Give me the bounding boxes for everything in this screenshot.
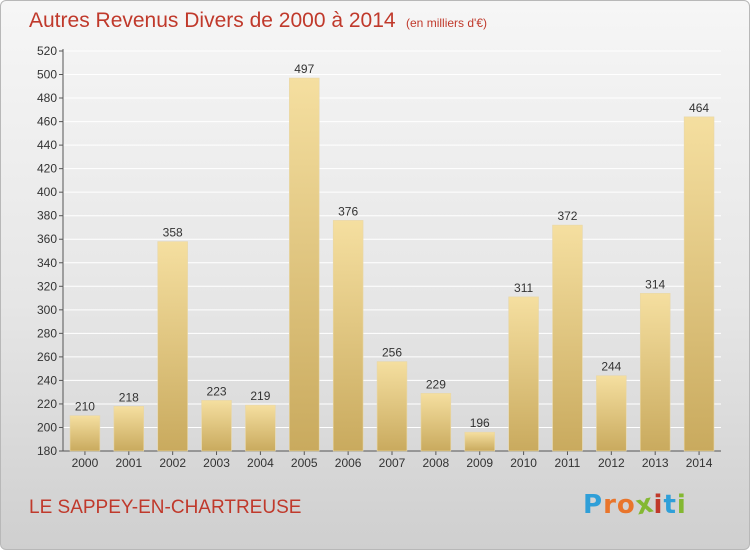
x-tick-label: 2014 [686,456,713,470]
logo-letter: i [653,490,664,520]
x-tick-label: 2010 [510,456,537,470]
y-tick-label: 220 [37,397,57,411]
x-tick-label: 2008 [423,456,450,470]
bar-2008 [420,393,452,452]
data-label: 244 [601,360,621,374]
x-tick-label: 2001 [115,456,142,470]
x-tick-label: 2000 [72,456,99,470]
bar-2011 [552,224,583,452]
logo-letter: r [603,490,617,520]
y-tick-label: 340 [37,256,57,270]
x-tick-label: 2003 [203,456,230,470]
data-label: 376 [338,204,358,218]
y-tick-label: 480 [37,91,57,105]
chart-title: Autres Revenus Divers de 2000 à 2014 (en… [29,9,487,33]
x-tick-label: 2007 [379,456,406,470]
data-label: 223 [207,384,227,398]
y-tick-label: 180 [37,444,57,458]
bar-2003 [201,400,232,452]
y-tick-label: 280 [37,326,57,340]
y-tick-label: 460 [37,115,57,129]
y-tick-label: 400 [37,185,57,199]
bar-2000 [69,415,101,452]
data-label: 311 [514,281,533,295]
data-label: 196 [470,416,490,430]
bar-2014 [683,116,715,452]
bar-2001 [113,405,145,452]
y-tick-label: 240 [37,373,57,387]
y-tick-label: 440 [37,138,57,152]
data-labels: 210 218 358 223 219 497 376 256 229 196 311 372 244 3… [75,62,709,430]
bar-2006 [332,220,364,452]
data-label: 358 [163,226,183,240]
x-tick-label: 2011 [555,456,581,470]
bar-2013 [639,293,671,452]
y-tick-label: 300 [37,303,57,317]
logo-letter: t [663,490,677,520]
bar-2012 [596,375,627,452]
bar-2004 [245,404,276,452]
logo-letter: P [583,490,604,520]
data-label: 464 [689,101,709,115]
logo-letter: o [616,490,636,520]
chart-title-main: Autres Revenus Divers de 2000 à 2014 [29,9,396,32]
y-tick-label: 500 [37,68,57,82]
bars [69,77,715,452]
x-tick-label: 2012 [598,456,625,470]
commune-name: LE SAPPEY-EN-CHARTREUSE [29,497,302,518]
data-label: 256 [382,346,402,360]
x-tick-label: 2009 [466,456,493,470]
y-tick-label: 420 [37,162,57,176]
y-tick-label: 380 [37,209,57,223]
logo-letter: i [676,490,687,520]
data-label: 210 [75,400,95,414]
bar-2005 [289,77,320,452]
data-label: 497 [294,62,314,76]
data-label: 229 [426,377,446,391]
y-tick-label: 320 [37,279,57,293]
y-tick-label: 200 [37,420,57,434]
x-tick-label: 2004 [247,456,274,470]
data-label: 314 [645,277,665,291]
bar-2010 [508,296,539,452]
x-tick-label: 2005 [291,456,318,470]
bar-2009 [464,431,495,452]
y-tick-label: 260 [37,350,57,364]
data-label: 218 [119,390,139,404]
proxiti-logo: Proxiti [583,488,687,521]
y-tick-label: 360 [37,232,57,246]
y-tick-label: 520 [37,44,57,58]
bar-2007 [376,361,408,452]
x-tick-label: 2002 [159,456,186,470]
x-tick-label: 2006 [335,456,362,470]
data-label: 219 [250,389,270,403]
bar-2002 [157,241,188,452]
chart-title-unit: (en milliers d'€) [406,16,487,30]
data-label: 372 [557,209,577,223]
x-tick-label: 2013 [642,456,669,470]
